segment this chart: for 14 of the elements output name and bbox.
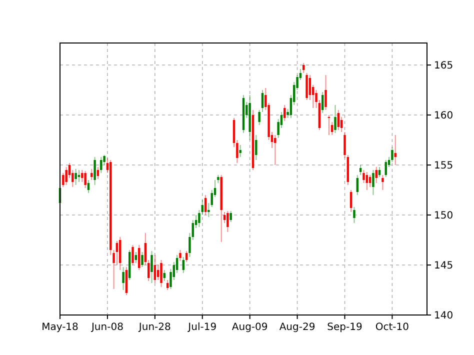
- x-tick-label: Jun-28: [138, 322, 171, 333]
- x-tick-label: Jul-19: [187, 322, 217, 333]
- x-tick-label: Jun-08: [90, 322, 124, 333]
- y-tick-label: 155: [434, 160, 454, 172]
- y-tick-label: 140: [434, 310, 454, 322]
- x-tick-label: May-18: [42, 322, 78, 333]
- y-tick-label: 160: [434, 110, 454, 122]
- x-tick-label: Oct-10: [375, 322, 410, 333]
- y-tick-label: 145: [434, 260, 454, 272]
- y-tick-label: 165: [434, 60, 454, 72]
- x-tick-label: Aug-29: [279, 322, 316, 333]
- x-tick-label: Sep-19: [327, 322, 362, 333]
- y-tick-label: 150: [434, 210, 454, 222]
- x-tick-label: Aug-09: [232, 322, 268, 333]
